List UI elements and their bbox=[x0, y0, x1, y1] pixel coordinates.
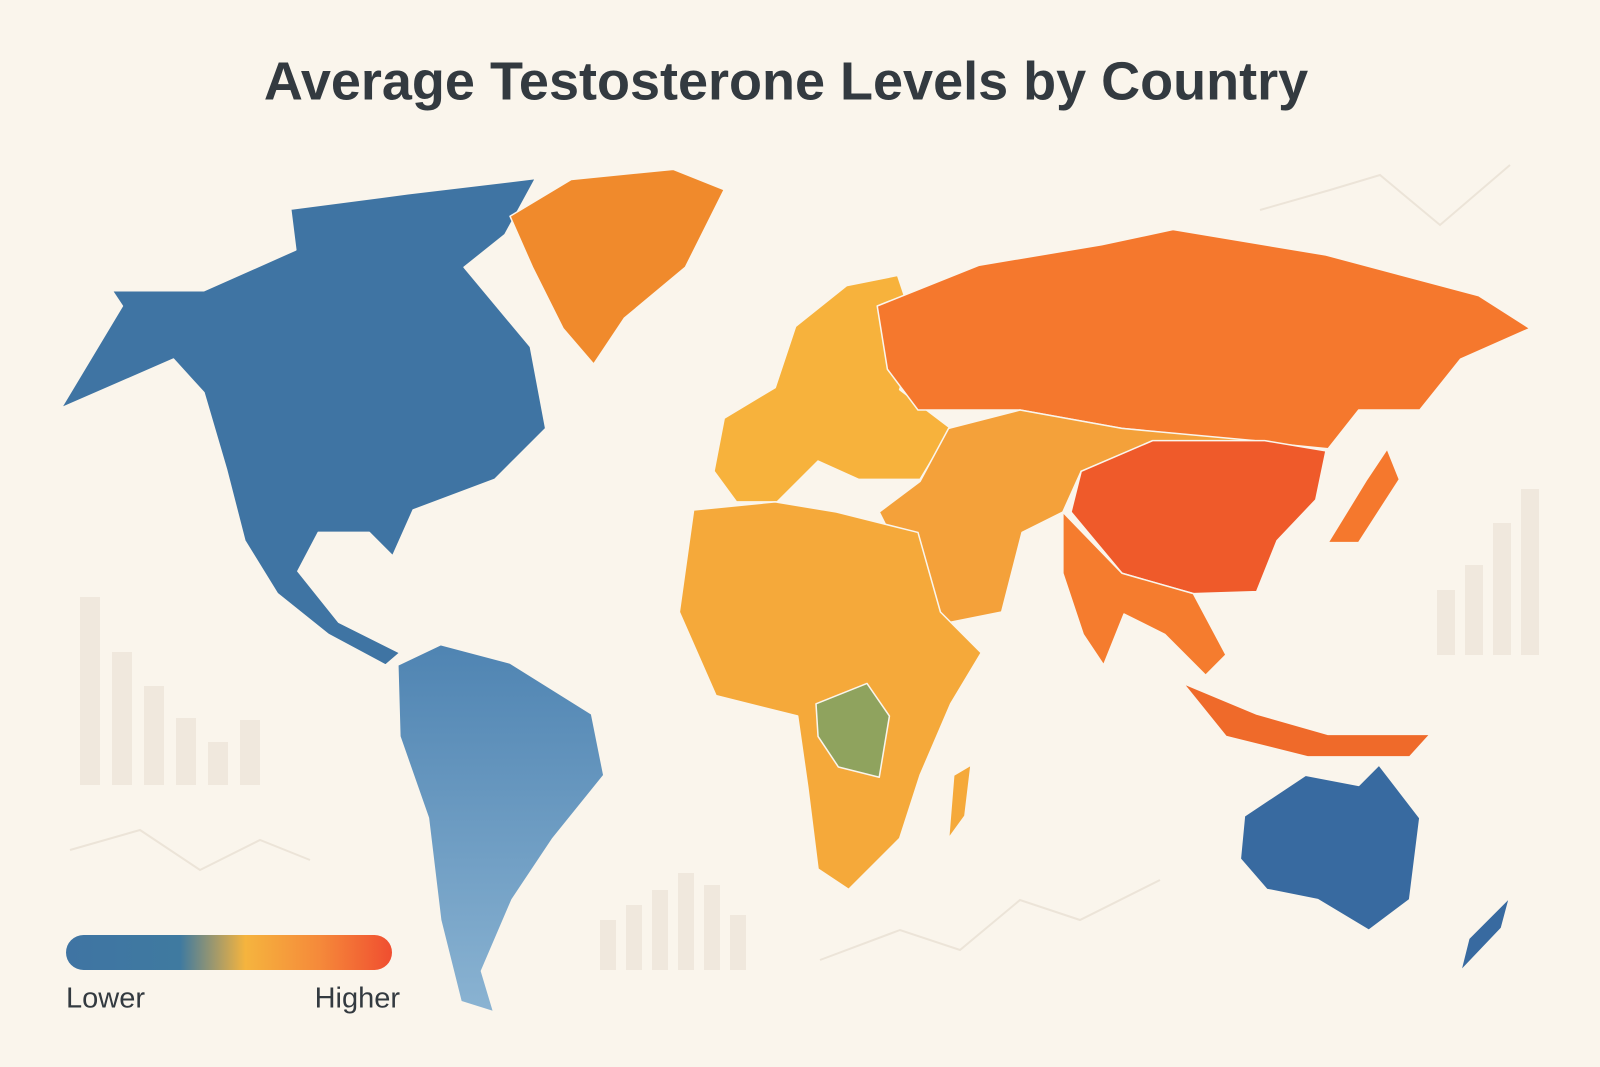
world-map bbox=[60, 168, 1531, 1013]
decorative-background bbox=[69, 164, 1539, 970]
central-africa bbox=[815, 682, 891, 779]
new-zealand bbox=[1459, 896, 1511, 972]
legend: Lower Higher bbox=[66, 935, 400, 1015]
north-america bbox=[60, 177, 547, 666]
china bbox=[1070, 439, 1327, 595]
greenland bbox=[509, 168, 725, 365]
australia bbox=[1239, 764, 1421, 932]
south-america bbox=[397, 643, 605, 1013]
russia bbox=[876, 228, 1531, 450]
south-asia bbox=[1062, 511, 1227, 677]
legend-low-label: Lower bbox=[66, 983, 145, 1015]
japan bbox=[1327, 448, 1401, 544]
map-title: Average Testosterone Levels by Country bbox=[264, 51, 1308, 111]
legend-high-label: Higher bbox=[315, 983, 401, 1015]
southeast-asia-islands bbox=[1182, 682, 1431, 758]
legend-color-scale bbox=[66, 935, 392, 970]
africa bbox=[678, 501, 983, 891]
madagascar bbox=[947, 764, 972, 840]
